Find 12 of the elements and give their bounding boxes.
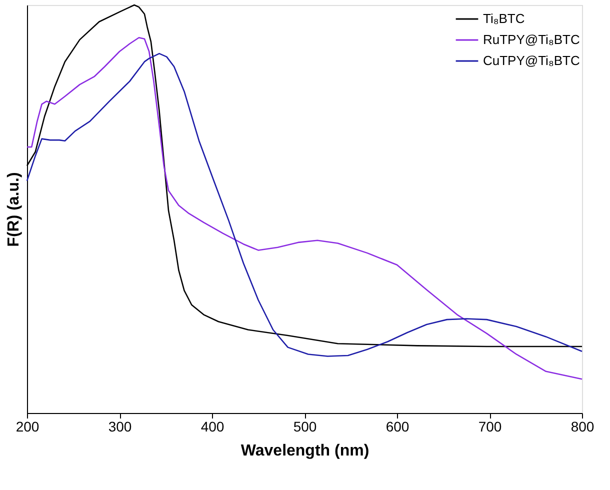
x-tick-label: 400 (200, 418, 224, 434)
x-tick-label: 800 (570, 418, 594, 434)
legend-label: CuTPY@Ti₈BTC (483, 53, 580, 68)
x-tick-label: 600 (386, 418, 410, 434)
legend-label: RuTPY@Ti₈BTC (483, 32, 580, 47)
x-tick-label: 300 (108, 418, 132, 434)
x-axis-title: Wavelength (nm) (240, 442, 370, 460)
x-tick-label: 700 (478, 418, 502, 434)
x-tick-label: 500 (293, 418, 317, 434)
y-axis-title: F(R) (a.u.) (6, 172, 22, 247)
legend-label: Ti₈BTC (483, 11, 525, 26)
x-tick-label: 200 (16, 418, 40, 434)
